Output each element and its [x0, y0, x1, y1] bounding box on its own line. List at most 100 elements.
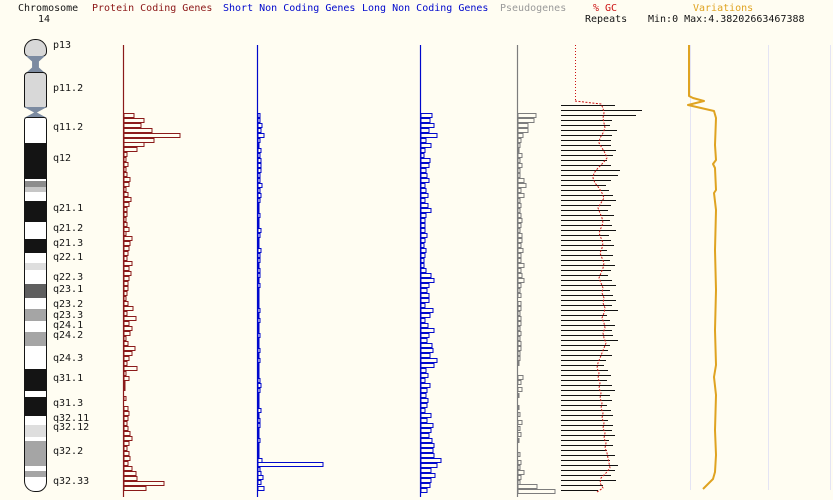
cytoband[interactable] — [25, 239, 46, 253]
histogram-bar — [123, 172, 128, 177]
histogram-bar — [257, 143, 260, 148]
histogram-bar — [123, 386, 126, 391]
histogram-bar — [257, 398, 260, 403]
histogram-bar — [123, 256, 128, 261]
histogram-bar — [517, 321, 522, 326]
histogram-bar — [257, 198, 261, 203]
cytoband[interactable] — [25, 397, 46, 416]
histogram-bar — [123, 416, 129, 421]
histogram-bar — [420, 288, 428, 293]
chromosome-title: Chromosome — [18, 3, 79, 14]
histogram-bar — [420, 358, 438, 363]
histogram-bar — [123, 346, 136, 351]
histogram-bar — [517, 393, 520, 398]
histogram-bar — [517, 452, 521, 457]
cytoband[interactable] — [25, 332, 46, 346]
histogram-bar — [420, 163, 430, 168]
track-short-non-coding-genes — [256, 45, 324, 497]
histogram-bar — [517, 163, 523, 168]
cytoband-label: q32.12 — [53, 422, 90, 433]
histogram-bar — [517, 133, 524, 138]
histogram-bar — [123, 326, 133, 331]
cytoband[interactable] — [25, 369, 46, 391]
histogram-bar — [123, 217, 127, 222]
histogram-bar — [420, 308, 434, 313]
histogram-bar — [257, 333, 261, 338]
histogram-bar — [517, 380, 522, 385]
histogram-bar — [123, 396, 127, 401]
histogram-bar — [420, 228, 426, 233]
cytoband[interactable] — [25, 284, 46, 298]
histogram-bar — [517, 311, 521, 316]
histogram-bar — [257, 193, 262, 198]
histogram-bar — [420, 158, 431, 163]
histogram-bar — [123, 261, 133, 266]
histogram-bar — [123, 138, 155, 143]
histogram-bar — [257, 486, 265, 491]
histogram-bar — [420, 483, 431, 488]
histogram-bar — [420, 328, 435, 333]
histogram-bar — [123, 371, 127, 376]
histogram-bar — [420, 118, 431, 123]
histogram-bar — [517, 460, 522, 465]
histogram-bar — [420, 303, 426, 308]
histogram-bar — [420, 198, 426, 203]
histogram-bar — [257, 248, 262, 253]
histogram-bar — [257, 213, 261, 218]
histogram-bar — [257, 288, 260, 293]
track-protein-coding-genes — [122, 45, 181, 497]
chromosome-q-arm[interactable] — [24, 117, 47, 492]
cytoband[interactable] — [25, 187, 46, 192]
cytoband-label: q22.3 — [53, 272, 84, 283]
histogram-bar — [517, 293, 522, 298]
histogram-bar — [257, 438, 261, 443]
track-label-percent-gc: % GC — [593, 3, 618, 14]
cytoband[interactable] — [25, 201, 46, 222]
histogram-bar — [420, 298, 430, 303]
histogram-bar — [517, 193, 525, 198]
histogram-bar — [257, 243, 260, 248]
histogram-bar — [517, 346, 522, 351]
histogram-bar — [123, 207, 128, 212]
track-percent-gc — [574, 45, 611, 493]
histogram-bar — [420, 473, 436, 478]
cytoband[interactable] — [25, 143, 46, 179]
histogram-bar — [123, 236, 133, 241]
histogram-bar — [123, 177, 131, 182]
histogram-bar — [420, 323, 429, 328]
histogram-bar — [123, 436, 133, 441]
cytoband-label: q21.1 — [53, 203, 84, 214]
histogram-bar — [420, 388, 428, 393]
histogram-bar — [517, 465, 521, 470]
centromere[interactable] — [24, 107, 47, 118]
histogram-bar — [257, 313, 260, 318]
histogram-bar — [123, 202, 130, 207]
cytoband-label: q31.3 — [53, 398, 84, 409]
track-pseudogenes — [516, 45, 556, 497]
cytoband[interactable] — [25, 471, 46, 477]
histogram-bar — [420, 373, 429, 378]
histogram-bar — [420, 448, 434, 453]
histogram-bar — [517, 168, 521, 173]
histogram-bar — [517, 223, 522, 228]
cytoband[interactable] — [25, 425, 46, 437]
histogram-bar — [420, 478, 432, 483]
histogram-bar — [517, 218, 523, 223]
histogram-bar — [420, 433, 430, 438]
histogram-bar — [257, 228, 262, 233]
histogram-bar — [123, 123, 142, 128]
cytoband[interactable] — [25, 181, 46, 187]
histogram-bar — [420, 463, 438, 468]
cytoband[interactable] — [25, 441, 46, 466]
histogram-bar — [257, 403, 260, 408]
histogram-bar — [123, 113, 135, 118]
histogram-bar — [257, 388, 261, 393]
cytoband[interactable] — [25, 309, 46, 321]
cytoband[interactable] — [25, 263, 46, 270]
histogram-bar — [257, 348, 261, 353]
histogram-bar — [420, 393, 427, 398]
cytoband-label: q23.3 — [53, 310, 84, 321]
histogram-bar — [257, 283, 261, 288]
histogram-bar — [517, 208, 521, 213]
histogram-bar — [257, 268, 261, 273]
